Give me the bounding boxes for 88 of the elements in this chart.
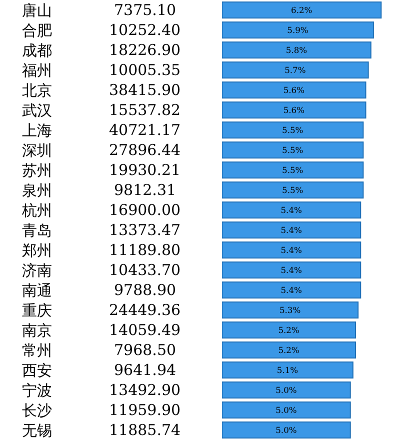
y-tick-label: 南京 xyxy=(22,321,52,340)
bar xyxy=(222,182,364,198)
data-label: 5.5% xyxy=(282,144,304,155)
bar xyxy=(222,102,366,118)
data-label: 5.0% xyxy=(276,384,297,395)
data-label: 5.6% xyxy=(283,84,305,95)
y-tick-label: 杭州 xyxy=(21,201,52,220)
data-label: 5.4% xyxy=(280,244,302,255)
text: 10005.35 xyxy=(109,61,181,79)
text: 7375.10 xyxy=(114,1,176,19)
data-label: 5.9% xyxy=(287,24,308,35)
bar xyxy=(222,362,354,378)
y-tick-label: 合肥 xyxy=(22,21,52,40)
data-label: 5.5% xyxy=(282,164,304,175)
y-tick-label: 重庆 xyxy=(22,301,52,320)
bar xyxy=(222,422,351,438)
text: 11189.80 xyxy=(109,241,181,259)
text: 40721.17 xyxy=(109,121,181,139)
data-label: 5.1% xyxy=(276,364,298,375)
data-label: 5.2% xyxy=(278,344,300,355)
y-tick-label: 宁波 xyxy=(22,381,52,400)
text: 11959.90 xyxy=(109,401,181,419)
bar xyxy=(222,222,362,238)
y-tick-label: 常州 xyxy=(22,341,52,360)
text: 38415.90 xyxy=(109,81,181,99)
text: 18226.90 xyxy=(109,41,181,59)
y-tick-label: 北京 xyxy=(22,81,52,100)
y-tick-label: 泉州 xyxy=(22,181,52,200)
y-tick-label: 武汉 xyxy=(22,101,52,120)
data-label: 5.0% xyxy=(276,404,297,415)
y-tick-label: 唐山 xyxy=(22,1,52,20)
y-tick-label: 济南 xyxy=(22,261,52,280)
text: 27896.44 xyxy=(109,141,181,159)
y-tick-label: 上海 xyxy=(22,121,52,140)
text: 7968.50 xyxy=(114,341,176,359)
bar xyxy=(222,22,374,38)
y-tick-label: 成都 xyxy=(22,41,52,60)
bar xyxy=(222,382,351,398)
bar xyxy=(222,42,372,58)
y-tick-label: 南通 xyxy=(22,281,52,300)
text: 16900.00 xyxy=(109,201,181,219)
data-label: 5.0% xyxy=(276,424,297,435)
data-label: 5.6% xyxy=(283,104,305,115)
text: 9641.94 xyxy=(114,361,176,379)
text: 14059.49 xyxy=(109,321,181,339)
y-tick-label: 郑州 xyxy=(22,241,52,260)
data-label: 6.2% xyxy=(291,4,312,15)
bar xyxy=(222,202,362,218)
text: 9788.90 xyxy=(114,281,176,299)
data-label: 5.5% xyxy=(282,124,304,135)
text: 10252.40 xyxy=(109,21,181,39)
y-tick-label: 苏州 xyxy=(22,161,52,180)
bar xyxy=(222,142,364,158)
text: 24449.36 xyxy=(109,301,181,319)
data-label: 5.4% xyxy=(280,284,302,295)
data-label: 5.7% xyxy=(284,64,306,75)
bar xyxy=(222,242,362,258)
data-label: 5.4% xyxy=(280,224,302,235)
data-label: 5.4% xyxy=(280,204,302,215)
text: 15537.82 xyxy=(109,101,181,119)
text: 9812.31 xyxy=(114,181,176,199)
text: 11885.74 xyxy=(109,421,181,439)
bar xyxy=(222,322,356,338)
y-tick-label: 长沙 xyxy=(22,401,52,420)
bar xyxy=(222,402,351,418)
y-tick-label: 无锡 xyxy=(22,421,52,440)
y-tick-label: 西安 xyxy=(22,361,52,380)
text: 10433.70 xyxy=(109,261,181,279)
text: 19930.21 xyxy=(109,161,181,179)
data-label: 5.8% xyxy=(286,44,308,55)
y-tick-label: 青岛 xyxy=(22,221,52,240)
y-tick-label: 深圳 xyxy=(22,141,52,160)
data-label: 5.4% xyxy=(280,264,302,275)
data-label: 5.2% xyxy=(278,324,300,335)
bar xyxy=(222,282,362,298)
bar xyxy=(222,62,369,78)
data-label: 5.5% xyxy=(282,184,304,195)
text: 13373.47 xyxy=(109,221,181,239)
bar xyxy=(222,2,382,18)
bar xyxy=(222,122,364,138)
y-tick-label: 福州 xyxy=(22,61,52,80)
data-label: 5.3% xyxy=(279,304,301,315)
bar xyxy=(222,162,364,178)
bar xyxy=(222,342,356,358)
text: 13492.90 xyxy=(109,381,181,399)
bar xyxy=(222,302,359,318)
bar xyxy=(222,82,366,98)
bar xyxy=(222,262,362,278)
